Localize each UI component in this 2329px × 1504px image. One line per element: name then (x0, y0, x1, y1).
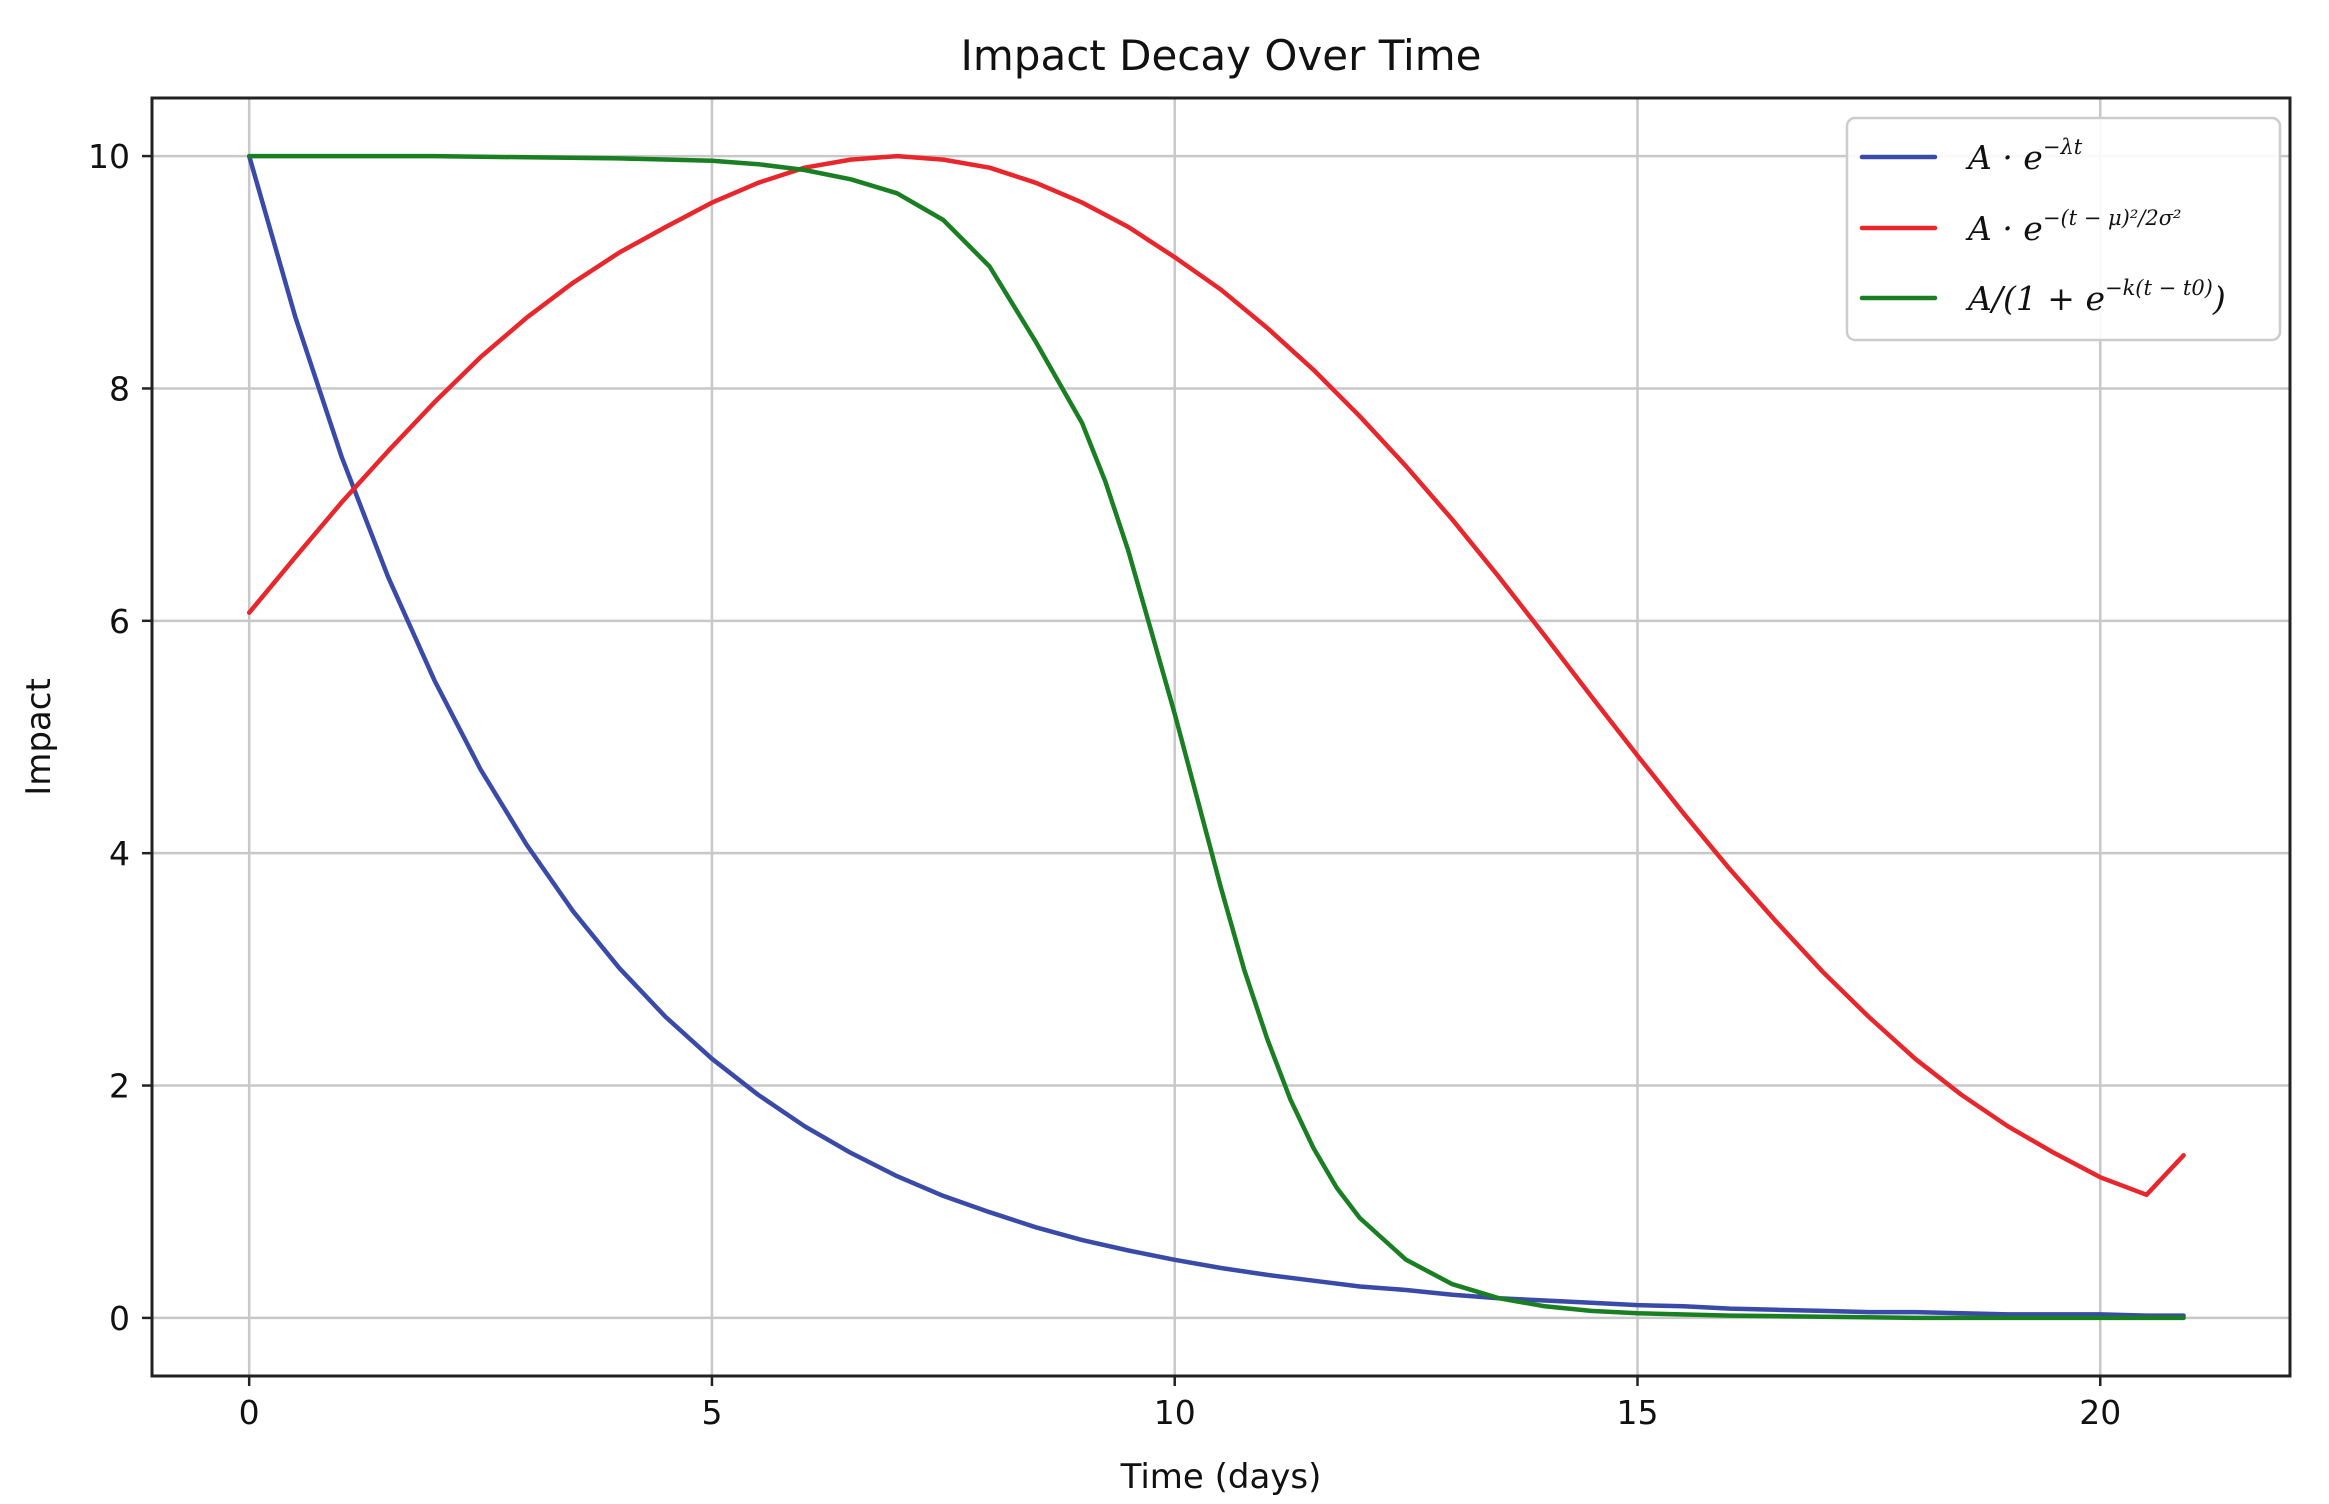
series-logistic-line (246, 153, 2186, 1321)
x-tick-label: 15 (1616, 1393, 1658, 1432)
series-gaussian-line (246, 153, 2186, 1198)
series-exponential-line (246, 153, 2186, 1318)
axis-ticks: 0 5 10 15 20 0 2 4 6 8 10 (88, 137, 2121, 1432)
x-tick-label: 0 (239, 1393, 260, 1432)
y-tick-label: 8 (109, 369, 130, 408)
legend-label-logistic: A/(1 + e−k(t − t0)) (1965, 276, 2226, 318)
y-tick-label: 6 (109, 602, 130, 641)
y-tick-label: 10 (88, 137, 130, 176)
legend-box (1845, 116, 2282, 342)
x-axis-label: Time (days) (1120, 1457, 1322, 1497)
legend: A · e−λt A · e−(t − μ)²/2σ² A/(1 + e−k(t… (1845, 116, 2282, 342)
x-tick-label: 5 (701, 1393, 722, 1432)
y-tick-label: 2 (109, 1067, 130, 1106)
x-tick-label: 20 (2079, 1393, 2121, 1432)
y-tick-label: 4 (109, 834, 130, 873)
y-tick-label: 0 (109, 1299, 130, 1338)
chart-title: Impact Decay Over Time (961, 31, 1482, 80)
series-layer (246, 153, 2186, 1321)
y-axis-label: Impact (19, 678, 59, 796)
x-tick-label: 10 (1154, 1393, 1196, 1432)
plot-frame (150, 96, 2292, 1378)
